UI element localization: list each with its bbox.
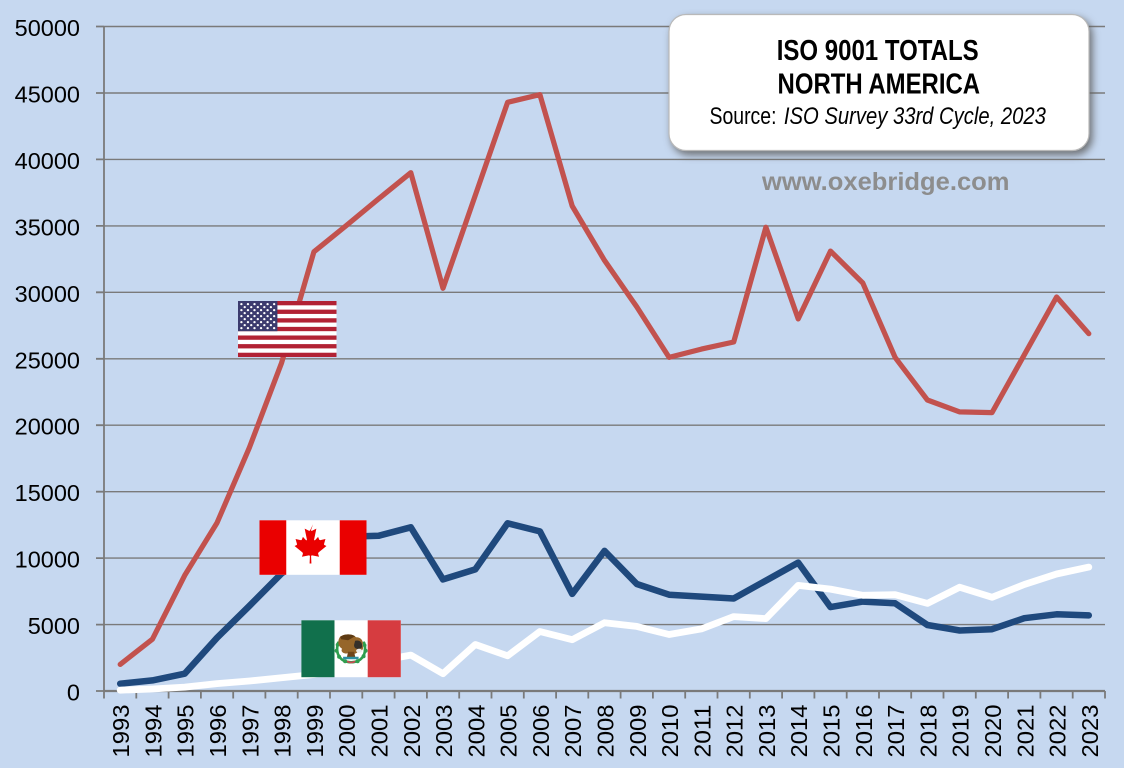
svg-text:2022: 2022 bbox=[1045, 705, 1071, 758]
svg-text:2009: 2009 bbox=[625, 705, 651, 758]
svg-text:2007: 2007 bbox=[560, 705, 586, 758]
svg-text:20000: 20000 bbox=[15, 414, 80, 440]
svg-text:30000: 30000 bbox=[15, 281, 80, 307]
svg-text:2017: 2017 bbox=[883, 705, 909, 758]
svg-text:2003: 2003 bbox=[431, 705, 457, 758]
svg-text:2014: 2014 bbox=[786, 704, 812, 757]
svg-text:5000: 5000 bbox=[28, 613, 80, 639]
svg-text:2021: 2021 bbox=[1012, 705, 1038, 758]
svg-text:2023: 2023 bbox=[1077, 705, 1103, 758]
svg-text:2020: 2020 bbox=[980, 705, 1006, 758]
svg-text:1999: 1999 bbox=[302, 705, 328, 758]
svg-text:0: 0 bbox=[67, 680, 80, 706]
svg-text:2018: 2018 bbox=[915, 705, 941, 758]
svg-text:2013: 2013 bbox=[754, 705, 780, 758]
svg-text:2012: 2012 bbox=[722, 705, 748, 758]
svg-text:2004: 2004 bbox=[463, 704, 489, 757]
svg-text:1995: 1995 bbox=[173, 705, 199, 758]
svg-text:www.oxebridge.com: www.oxebridge.com bbox=[761, 168, 1010, 196]
svg-text:2002: 2002 bbox=[399, 705, 425, 758]
svg-text:2006: 2006 bbox=[528, 705, 554, 758]
svg-text:40000: 40000 bbox=[15, 148, 80, 174]
svg-text:1993: 1993 bbox=[108, 705, 134, 758]
svg-text:1996: 1996 bbox=[205, 705, 231, 758]
svg-text:2001: 2001 bbox=[367, 705, 393, 758]
svg-text:2000: 2000 bbox=[334, 705, 360, 758]
svg-text:2016: 2016 bbox=[851, 705, 877, 758]
svg-text:NORTH AMERICA: NORTH AMERICA bbox=[778, 68, 981, 100]
svg-text:2011: 2011 bbox=[689, 705, 715, 758]
svg-text:10000: 10000 bbox=[15, 547, 80, 573]
svg-text:15000: 15000 bbox=[15, 480, 80, 506]
svg-text:1994: 1994 bbox=[140, 704, 166, 757]
svg-text:1998: 1998 bbox=[270, 705, 296, 758]
svg-text:2015: 2015 bbox=[819, 705, 845, 758]
svg-text:Source:: Source: bbox=[710, 103, 777, 130]
svg-text:2008: 2008 bbox=[593, 705, 619, 758]
svg-text:2010: 2010 bbox=[657, 705, 683, 758]
svg-text:ISO 9001 TOTALS: ISO 9001 TOTALS bbox=[777, 35, 979, 67]
svg-text:45000: 45000 bbox=[15, 82, 80, 108]
svg-text:35000: 35000 bbox=[15, 214, 80, 240]
svg-text:1997: 1997 bbox=[237, 705, 263, 758]
svg-text:ISO Survey 33rd Cycle, 2023: ISO Survey 33rd Cycle, 2023 bbox=[784, 103, 1047, 130]
svg-text:50000: 50000 bbox=[15, 15, 80, 41]
svg-text:2019: 2019 bbox=[948, 705, 974, 758]
svg-text:2005: 2005 bbox=[496, 705, 522, 758]
svg-text:25000: 25000 bbox=[15, 347, 80, 373]
